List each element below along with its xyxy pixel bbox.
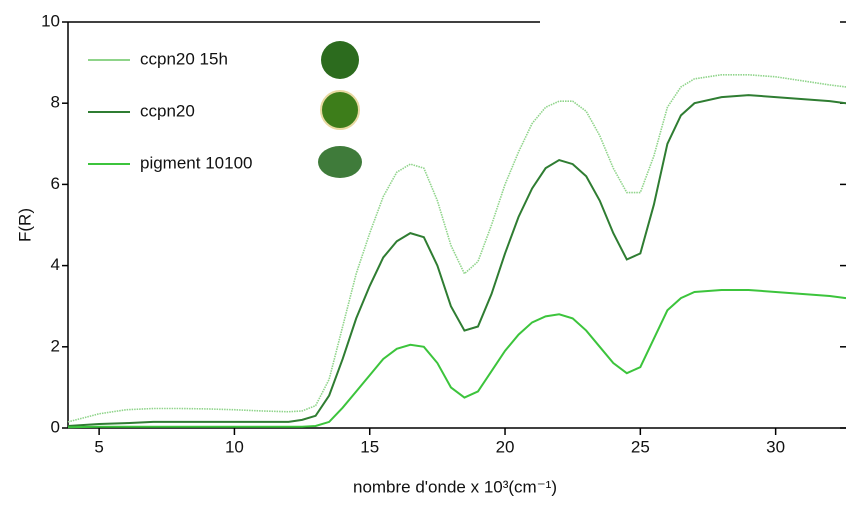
y-tick-label: 6	[51, 174, 60, 193]
legend-label: pigment 10100	[140, 153, 252, 172]
sample-powder	[318, 146, 362, 178]
data-line	[67, 73, 846, 423]
x-tick-label: 25	[631, 437, 650, 456]
sample-dish	[321, 41, 359, 79]
y-tick-label: 10	[41, 11, 60, 30]
y-tick-label: 2	[51, 336, 60, 355]
legend-images	[318, 41, 362, 178]
sample-dish	[320, 90, 360, 130]
y-tick-label: 4	[51, 255, 60, 274]
x-tick-label: 20	[496, 437, 515, 456]
x-axis-label: nombre d'onde x 10³(cm⁻¹)	[353, 477, 557, 496]
data-line	[67, 94, 846, 427]
legend-label: ccpn20	[140, 101, 195, 120]
x-tick-label: 10	[225, 437, 244, 456]
y-axis-label: F(R)	[15, 208, 34, 242]
y-tick-label: 8	[51, 93, 60, 112]
legend-label: ccpn20 15h	[140, 49, 228, 68]
data-line	[67, 288, 846, 429]
x-tick-label: 5	[94, 437, 103, 456]
y-tick-label: 0	[51, 417, 60, 436]
x-tick-label: 30	[766, 437, 785, 456]
x-tick-label: 15	[360, 437, 379, 456]
